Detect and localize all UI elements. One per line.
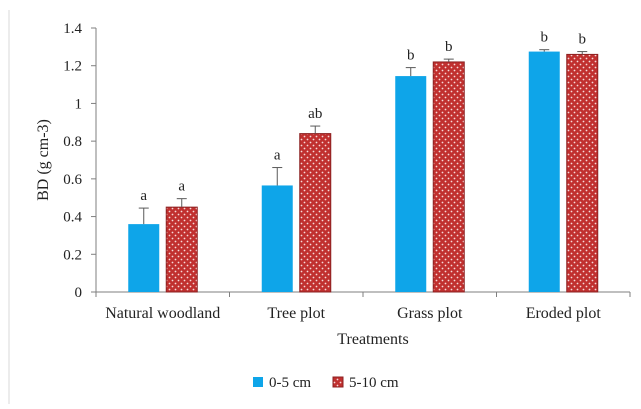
x-tick-label: Eroded plot — [526, 305, 602, 322]
bar-5-10cm — [566, 53, 599, 293]
significance-label: b — [579, 32, 587, 48]
x-tick-label: Grass plot — [397, 305, 463, 322]
significance-label: a — [140, 188, 147, 204]
x-tick-label: Tree plot — [267, 305, 325, 322]
significance-label: b — [541, 30, 549, 46]
y-tick-label: 1.2 — [63, 59, 82, 75]
bar-0-5cm — [528, 51, 560, 293]
significance-label: a — [178, 179, 185, 195]
legend-label-0-5cm: 0-5 cm — [269, 375, 311, 391]
bar-5-10cm — [165, 206, 198, 293]
legend-swatch-0-5cm — [253, 377, 263, 387]
significance-label: b — [445, 39, 453, 55]
significance-label: ab — [308, 106, 322, 122]
x-axis-title: Treatments — [337, 331, 408, 348]
y-axis-title: BD (g cm-3) — [35, 119, 52, 201]
y-tick-label: 1.4 — [63, 21, 82, 37]
y-tick-label: 0.4 — [63, 210, 82, 226]
bar-0-5cm — [261, 185, 293, 292]
y-tick-label: 0.2 — [63, 247, 82, 263]
significance-label: a — [274, 148, 281, 164]
y-tick-label: 0.8 — [63, 134, 82, 150]
x-tick-label: Natural woodland — [105, 305, 220, 322]
significance-label: b — [407, 48, 415, 64]
bar-5-10cm — [432, 61, 465, 293]
y-tick-label: 0.6 — [63, 172, 82, 188]
bar-0-5cm — [395, 76, 427, 292]
legend-swatch-5-10cm — [332, 376, 344, 388]
bar-0-5cm — [128, 224, 160, 292]
y-tick-label: 1 — [75, 96, 83, 112]
y-tick-label: 0 — [75, 285, 83, 301]
bar-5-10cm — [299, 133, 332, 293]
legend-label-5-10cm: 5-10 cm — [349, 375, 399, 391]
